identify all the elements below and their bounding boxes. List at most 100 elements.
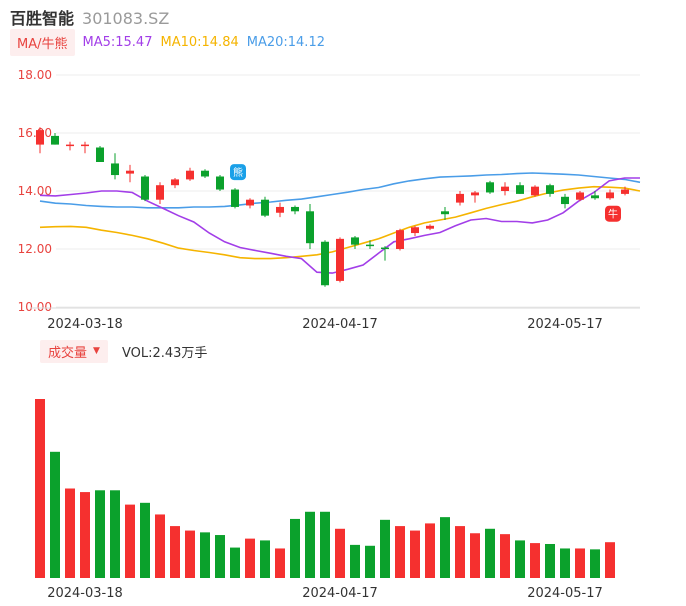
volume-bar xyxy=(125,504,135,578)
bear-icon xyxy=(230,164,246,181)
candle-body xyxy=(336,238,344,281)
volume-bar xyxy=(245,538,255,578)
volume-bar xyxy=(530,543,540,578)
volume-bar xyxy=(50,451,60,578)
candle-body xyxy=(141,176,149,200)
volume-bar xyxy=(485,528,495,578)
volume-bar xyxy=(470,533,480,578)
candle-body xyxy=(186,170,194,180)
volume-bar xyxy=(275,548,285,578)
volume-bar xyxy=(545,543,555,578)
ma-toggle-button[interactable]: MA/牛熊 xyxy=(10,28,75,56)
candle-body xyxy=(231,189,239,207)
candle-body xyxy=(291,206,299,212)
volume-bar xyxy=(350,544,360,578)
volume-bar xyxy=(140,502,150,578)
volume-bar xyxy=(560,548,570,578)
stock-header: 百胜智能 301083.SZ xyxy=(10,5,170,28)
volume-bar xyxy=(500,534,510,578)
volume-bar xyxy=(215,535,225,578)
volume-bar xyxy=(200,532,210,578)
volume-bar xyxy=(65,488,75,578)
ma20-line xyxy=(39,172,641,209)
volume-bar xyxy=(455,526,465,578)
volume-bar xyxy=(35,399,45,578)
candle-body xyxy=(366,244,374,247)
candle-body xyxy=(381,247,389,250)
volume-bar xyxy=(260,540,270,578)
candle-body xyxy=(36,130,44,145)
ma5-legend: MA5:15.47 xyxy=(82,34,153,50)
bull-icon xyxy=(605,205,621,222)
y-tick-label: 10.00 xyxy=(18,300,52,314)
volume-bar xyxy=(80,492,90,578)
candle-body xyxy=(51,135,59,145)
candle-body xyxy=(171,179,179,186)
bear-label: 熊 xyxy=(233,166,243,179)
volume-bar xyxy=(335,528,345,578)
y-tick-label: 14.00 xyxy=(18,184,52,198)
y-tick-label: 12.00 xyxy=(18,242,52,256)
candle-body xyxy=(396,230,404,249)
volume-bar xyxy=(305,511,315,578)
x-tick-label: 2024-05-17 xyxy=(527,317,603,332)
candle-body xyxy=(66,144,74,147)
volume-bar xyxy=(380,519,390,578)
bull-label: 牛 xyxy=(608,208,618,221)
candle-body xyxy=(411,227,419,234)
x-tick-label: 2024-04-17 xyxy=(302,317,378,332)
candle-body xyxy=(306,211,314,244)
candle-body xyxy=(321,241,329,286)
volume-bar xyxy=(410,530,420,578)
volume-bar xyxy=(395,526,405,578)
ma20-legend: MA20:14.12 xyxy=(246,34,325,50)
volume-value: VOL:2.43万手 xyxy=(121,345,208,361)
volume-bar xyxy=(440,517,450,578)
candle-body xyxy=(471,192,479,196)
volume-bar xyxy=(290,518,300,578)
volume-bar xyxy=(575,548,585,578)
volume-bar xyxy=(590,549,600,578)
candle-body xyxy=(201,170,209,177)
y-tick-label: 16.00 xyxy=(18,126,52,140)
volume-bar xyxy=(155,514,165,578)
candle-body xyxy=(501,186,509,191)
x-tick-label: 2024-04-17 xyxy=(302,586,378,601)
volume-legend: 成交量 ▼ VOL:2.43万手 xyxy=(40,339,208,363)
volume-bar xyxy=(605,542,615,578)
candle-body xyxy=(456,193,464,203)
volume-indicator-button[interactable]: 成交量 ▼ xyxy=(40,339,108,363)
candle-body xyxy=(546,185,554,194)
x-tick-label: 2024-03-18 xyxy=(47,586,123,601)
candle-body xyxy=(576,192,584,200)
ma10-legend: MA10:14.84 xyxy=(160,34,239,50)
candle-body xyxy=(621,189,629,194)
candle-body xyxy=(81,144,89,147)
volume-indicator-label: 成交量 xyxy=(48,345,88,361)
volume-bar xyxy=(515,540,525,578)
candle-body xyxy=(111,163,119,176)
candle-body xyxy=(606,192,614,199)
candle-body xyxy=(561,196,569,205)
volume-bar xyxy=(170,526,180,578)
candle-body xyxy=(516,185,524,194)
candle-body xyxy=(126,170,134,174)
candle-body xyxy=(426,225,434,229)
stock-code: 301083.SZ xyxy=(82,9,170,28)
x-tick-label: 2024-03-18 xyxy=(47,317,123,332)
caret-down-icon: ▼ xyxy=(93,346,100,356)
ma-legend: MA/牛熊 MA5:15.47 MA10:14.84 MA20:14.12 xyxy=(10,28,325,56)
candle-body xyxy=(486,182,494,193)
volume-bar xyxy=(365,545,375,578)
candle-body xyxy=(216,176,224,190)
volume-bar xyxy=(95,490,105,578)
candle-body xyxy=(276,206,284,213)
candle-body xyxy=(591,195,599,199)
volume-bar xyxy=(425,523,435,578)
candle-body xyxy=(351,237,359,245)
stock-name: 百胜智能 xyxy=(10,9,75,28)
volume-bar xyxy=(110,490,120,578)
candle-body xyxy=(246,199,254,206)
x-tick-label: 2024-05-17 xyxy=(527,586,603,601)
